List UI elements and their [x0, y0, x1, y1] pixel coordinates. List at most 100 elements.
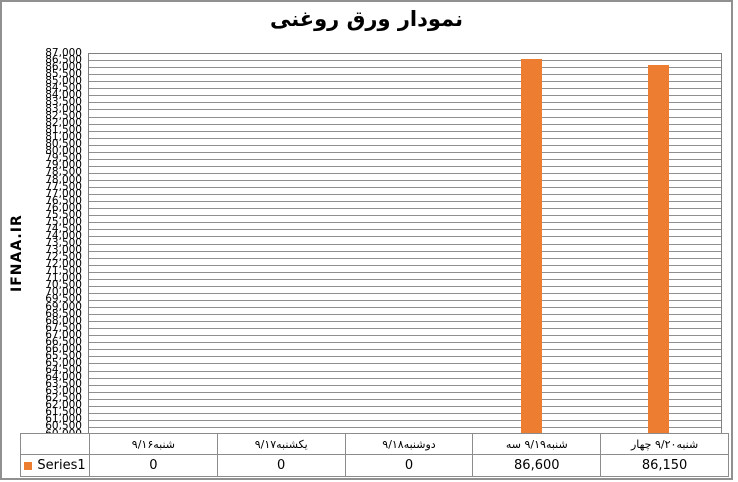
gridline [89, 384, 721, 386]
gridline [89, 363, 721, 365]
gridline [89, 102, 721, 104]
y-tick-label: 73,500 [45, 237, 82, 249]
y-tick-label: 82,000 [45, 117, 82, 130]
gridline [89, 377, 721, 379]
y-tick-label: 83,500 [45, 95, 82, 108]
y-tick-label: 81,500 [45, 124, 82, 137]
gridline [89, 229, 721, 231]
gridline [89, 299, 721, 301]
y-tick-label: 79,500 [45, 152, 82, 165]
gridline [89, 405, 721, 407]
gridline [89, 335, 721, 337]
legend-cell: Series1 [20, 454, 90, 477]
gridline [89, 222, 721, 224]
y-tick-label: 77,500 [45, 180, 82, 193]
y-tick-label: 81,000 [45, 131, 82, 144]
gridline [89, 314, 721, 316]
gridline [89, 278, 721, 280]
y-tick-label: 86,500 [45, 53, 82, 66]
gridline [89, 243, 721, 245]
gridline [89, 398, 721, 400]
gridline [89, 60, 721, 62]
gridline [89, 215, 721, 217]
gridline [89, 208, 721, 210]
y-tick-label: 67,000 [45, 328, 82, 341]
y-tick-label: 72,000 [45, 258, 82, 271]
gridline [89, 307, 721, 308]
gridline [89, 123, 721, 125]
y-tick-label: 84,000 [45, 88, 82, 101]
gridline [89, 130, 721, 132]
y-tick-label: 75,000 [45, 215, 82, 228]
gridline [89, 328, 721, 330]
gridline [89, 370, 721, 372]
gridline [89, 349, 721, 351]
y-tick-label: 61,500 [45, 406, 82, 419]
y-tick-label: 62,000 [45, 399, 82, 412]
y-tick-label: 80,500 [45, 138, 82, 151]
y-tick-label: 86,000 [45, 60, 82, 73]
gridline [89, 426, 721, 428]
y-tick-label: 73,000 [45, 244, 82, 257]
y-tick-label: 77,000 [45, 187, 82, 200]
y-tick-label: 70,000 [45, 286, 82, 299]
y-tick-label: 78,000 [45, 173, 82, 186]
gridline [89, 180, 721, 181]
gridline [89, 285, 721, 287]
y-tick-label: 68,500 [45, 307, 82, 320]
gridline [89, 74, 721, 76]
gridline [89, 151, 721, 153]
category-cell: سه ‎شنبه۹/۱۹ [472, 433, 602, 455]
gridline [89, 158, 721, 160]
y-tick-label: 71,500 [45, 265, 82, 278]
y-tick-label: 64,500 [45, 364, 82, 376]
y-tick-label: 85,000 [45, 74, 82, 87]
data-table: شنبه۹/۱۶ یکشنبه۹/۱۷ دوشنبه۹/۱۸ سه ‎شنبه۹/۱۹… [20, 433, 729, 477]
gridline [89, 356, 721, 358]
y-tick-label: 65,000 [45, 356, 82, 369]
y-tick-label: 74,500 [45, 222, 82, 235]
legend-marker-icon [24, 461, 33, 470]
gridline [89, 412, 721, 414]
y-tick-label: 63,000 [45, 385, 82, 398]
gridline [89, 144, 721, 146]
bar [521, 59, 542, 434]
y-tick-label: 74,000 [45, 229, 82, 242]
value-cell: 0 [216, 454, 346, 477]
y-tick-label: 69,000 [45, 300, 82, 313]
y-tick-label: 75,500 [45, 208, 82, 221]
gridline [89, 116, 721, 118]
gridline [89, 292, 721, 294]
gridline [89, 321, 721, 323]
y-tick-label: 71,000 [45, 272, 82, 285]
gridline [89, 391, 721, 393]
y-tick-label: 68,000 [45, 314, 82, 327]
category-cell: یکشنبه۹/۱۷ [216, 433, 346, 455]
gridline [89, 257, 721, 259]
value-cell: 86,600 [472, 454, 602, 477]
y-tick-label: 67,500 [45, 321, 82, 334]
y-tick-label: 63,500 [45, 378, 82, 391]
legend-label: Series1 [37, 458, 86, 473]
gridline [89, 95, 721, 97]
value-cell: 0 [344, 454, 474, 477]
y-tick-label: 83,000 [45, 102, 82, 115]
plot-area [88, 53, 722, 434]
category-cell: چهار ‎شنبه۹/۲۰ [600, 433, 729, 455]
y-tick-label: 72,500 [45, 251, 82, 264]
gridline [89, 194, 721, 196]
value-cell: 0 [89, 454, 218, 477]
gridline [89, 67, 721, 69]
gridline [89, 342, 721, 344]
y-tick-label: 85,500 [45, 67, 82, 80]
gridline [89, 88, 721, 90]
table-spacer-cell [20, 433, 90, 455]
y-tick-label: 76,000 [45, 201, 82, 214]
y-tick-label: 61,000 [45, 413, 82, 426]
y-tick-label: 79,000 [45, 159, 82, 172]
gridline [89, 271, 721, 273]
value-cell: 86,150 [600, 454, 729, 477]
y-tick-label: 82,500 [45, 110, 82, 122]
y-tick-label: 69,500 [45, 293, 82, 306]
